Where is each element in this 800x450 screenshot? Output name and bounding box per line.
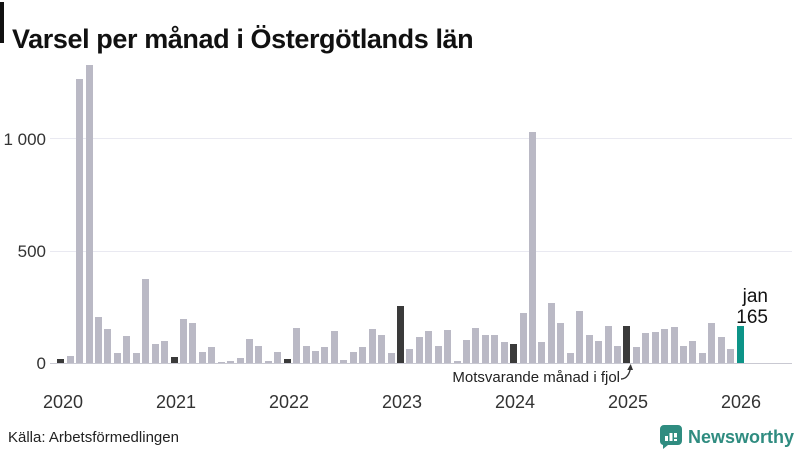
- bar-month: [453, 360, 461, 363]
- bar-month: [557, 322, 565, 363]
- x-tick-2021: 2021: [155, 392, 197, 412]
- bar-month: [632, 347, 640, 363]
- bar-month: [255, 345, 263, 363]
- bar-month: [595, 341, 603, 363]
- y-tick-0: 0: [36, 354, 46, 373]
- bar-month: [151, 343, 159, 363]
- bar-month: [519, 313, 527, 363]
- bar-month: [142, 279, 150, 363]
- bar-month: [387, 353, 395, 363]
- bar-month: [302, 345, 310, 363]
- y-tick-500: 500: [17, 242, 46, 261]
- bar-month: [245, 339, 253, 363]
- bar-reference-jan: [170, 357, 178, 363]
- bar-month: [444, 329, 452, 363]
- brand-name: Newsworthy: [687, 426, 794, 447]
- bar-month: [274, 352, 282, 363]
- x-tick-2026: 2026: [720, 392, 762, 412]
- current-month-label: jan: [742, 286, 768, 307]
- bar-month: [585, 335, 593, 363]
- bar-month: [340, 360, 348, 363]
- gridline-500: [50, 250, 792, 252]
- bar-month: [698, 353, 706, 363]
- bar-month: [321, 346, 329, 363]
- bar-month: [481, 335, 489, 363]
- x-tick-2022: 2022: [268, 392, 310, 412]
- bar-month: [472, 327, 480, 363]
- bar-month: [76, 78, 84, 363]
- bar-month: [727, 349, 735, 363]
- bar-month: [651, 331, 659, 363]
- bar-month: [264, 361, 272, 363]
- bar-month: [227, 360, 235, 363]
- x-axis-line: [50, 363, 792, 364]
- bar-month: [406, 349, 414, 363]
- bar-month: [113, 352, 121, 363]
- y-tick-1000: 1 000: [3, 130, 46, 149]
- bar-reference-jan: [510, 343, 518, 363]
- bar-month: [642, 333, 650, 363]
- bar-month: [330, 330, 338, 363]
- bar-month: [717, 337, 725, 363]
- x-tick-2020: 2020: [42, 392, 84, 412]
- bar-month: [349, 352, 357, 363]
- bar-reference-jan: [396, 305, 404, 363]
- bar-month: [85, 65, 93, 363]
- bar-month: [95, 317, 103, 363]
- bar-month: [312, 351, 320, 363]
- x-tick-2024: 2024: [494, 392, 536, 412]
- bar-month: [708, 322, 716, 363]
- bar-month: [434, 346, 442, 363]
- gridline-1000: [50, 138, 792, 140]
- bar-current-jan: [736, 325, 744, 363]
- bar-month: [491, 335, 499, 363]
- bar-month: [208, 346, 216, 363]
- page-title: Varsel per månad i Östergötlands län: [12, 24, 474, 55]
- bar-month: [670, 326, 678, 363]
- bar-month: [123, 335, 131, 363]
- bar-month: [359, 347, 367, 363]
- bar-month: [132, 352, 140, 363]
- bar-month: [613, 346, 621, 363]
- current-value-label: 165: [736, 307, 768, 328]
- bar-month: [689, 340, 697, 363]
- bar-month: [293, 327, 301, 363]
- brand-footer: Newsworthy: [659, 424, 794, 450]
- current-point-label: jan 165: [690, 286, 768, 328]
- bar-month: [529, 131, 537, 363]
- bar-month: [66, 356, 74, 363]
- bar-month: [104, 328, 112, 363]
- bar-chart-plot-area: [0, 60, 800, 364]
- bar-reference-jan: [623, 325, 631, 363]
- bar-month: [425, 330, 433, 363]
- bar-month: [547, 303, 555, 363]
- bar-month: [661, 329, 669, 363]
- bar-reference-jan: [283, 358, 291, 363]
- title-accent-bar: [0, 2, 4, 43]
- newsworthy-logo-icon: [659, 425, 682, 449]
- bar-month: [217, 361, 225, 363]
- annotation-arrow-icon: [620, 364, 633, 380]
- x-tick-2025: 2025: [607, 392, 649, 412]
- reference-annotation: Motsvarande månad i fjol: [452, 369, 620, 386]
- bar-month: [679, 346, 687, 363]
- bar-reference-jan: [57, 358, 65, 363]
- source-caption: Källa: Arbetsförmedlingen: [8, 429, 179, 446]
- bar-month: [179, 318, 187, 363]
- bar-month: [604, 325, 612, 363]
- bar-month: [378, 334, 386, 363]
- bar-month: [236, 358, 244, 363]
- bar-month: [368, 329, 376, 363]
- bar-month: [576, 311, 584, 363]
- bar-month: [161, 340, 169, 363]
- bar-month: [500, 342, 508, 363]
- bar-month: [538, 342, 546, 363]
- x-tick-2023: 2023: [381, 392, 423, 412]
- bar-month: [198, 352, 206, 363]
- bar-month: [462, 340, 470, 363]
- bar-month: [189, 322, 197, 363]
- bar-month: [566, 353, 574, 363]
- bar-month: [415, 336, 423, 363]
